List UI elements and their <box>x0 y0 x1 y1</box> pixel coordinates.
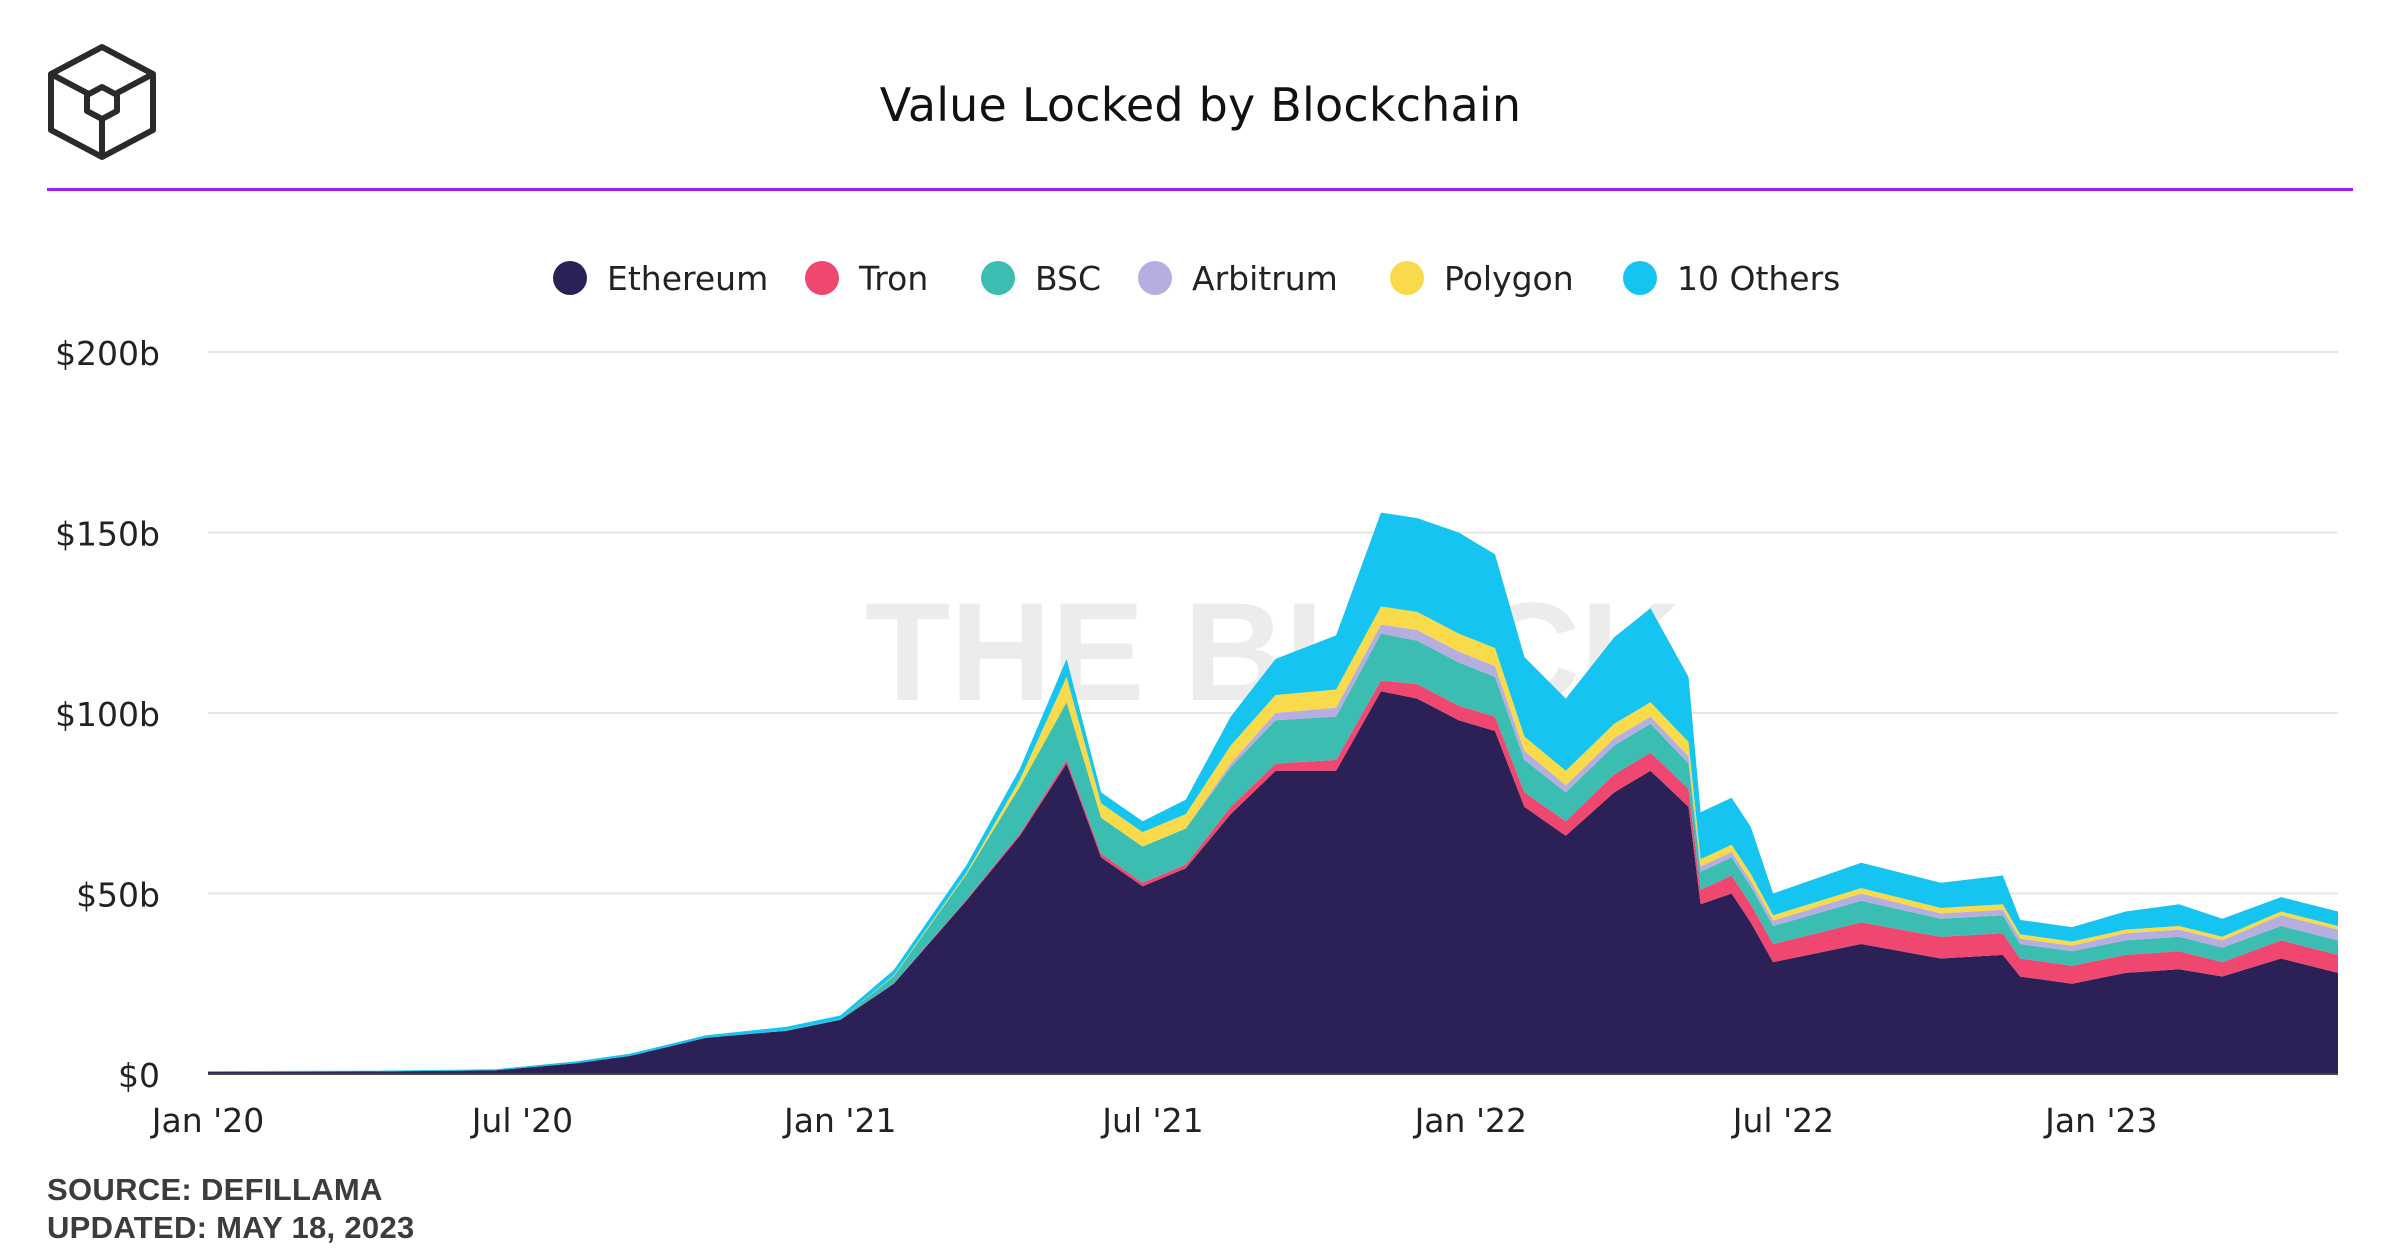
x-tick-label: Jul '20 <box>470 1101 573 1140</box>
legend-swatch <box>1390 261 1424 295</box>
x-tick-label: Jan '21 <box>782 1101 896 1140</box>
legend-label: Polygon <box>1444 259 1574 298</box>
x-tick-label: Jan '20 <box>150 1101 264 1140</box>
legend-swatch <box>1138 261 1172 295</box>
source-note: SOURCE: DEFILLAMA <box>47 1172 383 1207</box>
y-tick-label: $100b <box>55 695 160 734</box>
updated-note: UPDATED: MAY 18, 2023 <box>47 1210 415 1245</box>
legend-swatch <box>805 261 839 295</box>
legend-swatch <box>981 261 1015 295</box>
legend-label: Ethereum <box>607 259 768 298</box>
y-tick-label: $50b <box>76 876 160 915</box>
series-area-ethereum <box>208 691 2338 1074</box>
legend-label: BSC <box>1035 259 1101 298</box>
y-tick-label: $150b <box>55 515 160 554</box>
legend-label: 10 Others <box>1677 259 1840 298</box>
y-tick-label: $200b <box>55 334 160 373</box>
legend-swatch <box>1623 261 1657 295</box>
x-tick-label: Jul '21 <box>1100 1101 1203 1140</box>
series-area-polygon <box>208 606 2338 1072</box>
title-divider <box>47 188 2353 191</box>
legend-label: Arbitrum <box>1192 259 1338 298</box>
legend-label: Tron <box>858 259 928 298</box>
x-tick-label: Jan '23 <box>2043 1101 2157 1140</box>
legend-swatch <box>553 261 587 295</box>
the-block-logo <box>48 44 156 160</box>
y-tick-label: $0 <box>118 1056 160 1095</box>
chart-title: Value Locked by Blockchain <box>879 78 1522 132</box>
x-tick-label: Jul '22 <box>1731 1101 1834 1140</box>
x-tick-label: Jan '22 <box>1413 1101 1527 1140</box>
